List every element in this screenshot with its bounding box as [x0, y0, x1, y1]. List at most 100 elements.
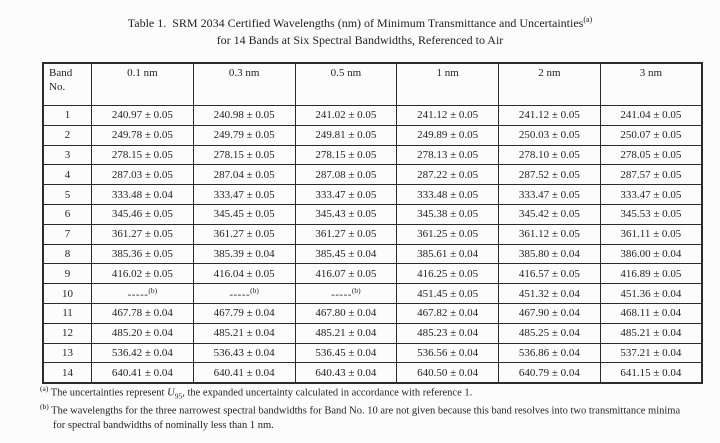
table-row: 11 467.78 ± 0.04 467.79 ± 0.04 467.80 ± 0.0… — [42, 302, 703, 324]
table-row: 5 333.48 ± 0.04 333.47 ± 0.05 333.47 ± 0.05… — [42, 184, 703, 205]
wavelength-value-cell: 345.42 ± 0.05 — [498, 203, 601, 225]
wavelength-value-cell: 467.80 ± 0.04 — [294, 302, 398, 324]
band-number-cell: 4 — [42, 164, 92, 186]
wavelength-value-cell: 485.21 ± 0.04 — [599, 322, 703, 344]
table-row: 8 385.36 ± 0.05 385.39 ± 0.04 385.45 ± 0.04… — [42, 243, 703, 265]
wavelength-value-cell: 385.39 ± 0.04 — [192, 243, 296, 265]
wavelength-value-cell: 640.50 ± 0.04 — [396, 362, 499, 384]
wavelength-value-cell: 640.41 ± 0.04 — [192, 362, 296, 384]
band-number-cell: 5 — [42, 184, 92, 205]
wavelength-value-cell: 640.79 ± 0.04 — [498, 362, 601, 384]
missing-value-cell: -----(b) — [192, 283, 296, 304]
band-number-cell: 12 — [42, 322, 92, 344]
wavelength-value-cell: 287.22 ± 0.05 — [396, 164, 499, 186]
wavelength-value-cell: 385.45 ± 0.04 — [294, 243, 398, 265]
band-number-cell: 9 — [42, 263, 92, 285]
footnote-a-text-end: , the expanded uncertainty calculated in… — [182, 387, 473, 399]
wavelength-value-cell: 345.43 ± 0.05 — [294, 203, 398, 225]
footnote-a-text: The uncertainties represent — [48, 387, 168, 399]
band-number-cell: 1 — [42, 105, 92, 126]
wavelength-value-cell: 361.11 ± 0.05 — [599, 223, 703, 245]
wavelength-value-cell: 468.11 ± 0.04 — [599, 302, 703, 324]
wavelength-value-cell: 386.00 ± 0.04 — [599, 243, 703, 265]
wavelength-value-cell: 536.42 ± 0.04 — [91, 342, 194, 364]
table-title-text: Table 1. SRM 2034 Certified Wavelengths … — [127, 16, 584, 30]
bandwidth-header-cell: 0.5 nm — [294, 62, 398, 106]
band-number-cell: 3 — [42, 144, 92, 166]
wavelength-value-cell: 241.12 ± 0.05 — [396, 105, 499, 126]
wavelength-table: Band No. 0.1 nm 0.3 nm 0.5 nm 1 nm 2 nm 3 nm 1 24… — [42, 62, 703, 385]
wavelength-value-cell: 287.08 ± 0.05 — [294, 164, 398, 186]
wavelength-value-cell: 361.27 ± 0.05 — [91, 223, 194, 245]
wavelength-value-cell: 361.27 ± 0.05 — [294, 223, 398, 245]
wavelength-value-cell: 278.13 ± 0.05 — [396, 144, 499, 166]
wavelength-value-cell: 451.36 ± 0.04 — [599, 283, 703, 304]
band-number-cell: 10 — [42, 283, 92, 304]
band-number-header-cell: Band No. — [42, 62, 92, 106]
footnote-b-reference: (b) — [351, 286, 361, 296]
table-row: 1 240.97 ± 0.05 240.98 ± 0.05 241.02 ± 0.05… — [42, 105, 703, 126]
wavelength-value-cell: 385.36 ± 0.05 — [91, 243, 194, 265]
band-number-cell: 14 — [42, 362, 92, 384]
band-number-cell: 13 — [42, 342, 92, 364]
wavelength-value-cell: 278.15 ± 0.05 — [294, 144, 398, 166]
wavelength-value-cell: 416.89 ± 0.05 — [599, 263, 703, 285]
wavelength-value-cell: 345.46 ± 0.05 — [91, 203, 194, 225]
wavelength-value-cell: 333.48 ± 0.05 — [396, 184, 499, 205]
wavelength-value-cell: 249.81 ± 0.05 — [294, 124, 398, 146]
footnote-b-text: The wavelengths for the three narrowest … — [48, 405, 681, 431]
wavelength-value-cell: 241.12 ± 0.05 — [498, 105, 601, 126]
wavelength-value-cell: 640.41 ± 0.04 — [91, 362, 194, 384]
wavelength-value-cell: 278.15 ± 0.05 — [192, 144, 296, 166]
footnote-a-subscript: 95 — [174, 391, 183, 401]
wavelength-value-cell: 333.48 ± 0.04 — [91, 184, 194, 205]
bandwidth-header-cell: 1 nm — [396, 62, 499, 106]
wavelength-value-cell: 451.45 ± 0.05 — [396, 283, 499, 304]
wavelength-value-cell: 536.43 ± 0.04 — [192, 342, 296, 364]
wavelength-value-cell: 287.03 ± 0.05 — [91, 164, 194, 186]
wavelength-value-cell: 416.25 ± 0.05 — [396, 263, 499, 285]
bandwidth-header-cell: 0.1 nm — [91, 62, 194, 106]
table-row: 6 345.46 ± 0.05 345.45 ± 0.05 345.43 ± 0.05… — [42, 203, 703, 225]
wavelength-value-cell: 485.25 ± 0.04 — [498, 322, 601, 344]
wavelength-value-cell: 287.52 ± 0.05 — [498, 164, 601, 186]
wavelength-value-cell: 240.97 ± 0.05 — [91, 105, 194, 126]
table-row: 9 416.02 ± 0.05 416.04 ± 0.05 416.07 ± 0.05… — [42, 263, 703, 285]
table-row: 13 536.42 ± 0.04 536.43 ± 0.04 536.45 ± 0.0… — [42, 342, 703, 364]
wavelength-value-cell: 361.27 ± 0.05 — [192, 223, 296, 245]
wavelength-value-cell: 536.56 ± 0.04 — [396, 342, 499, 364]
band-number-cell: 2 — [42, 124, 92, 146]
wavelength-value-cell: 333.47 ± 0.05 — [294, 184, 398, 205]
wavelength-value-cell: 250.07 ± 0.05 — [599, 124, 703, 146]
wavelength-value-cell: 278.05 ± 0.05 — [599, 144, 703, 166]
footnote-b: (b) The wavelengths for the three narrow… — [40, 402, 692, 433]
table-row: 14 640.41 ± 0.04 640.41 ± 0.04 640.43 ± 0.0… — [42, 362, 703, 384]
table-title-line-2: for 14 Bands at Six Spectral Bandwidths,… — [216, 32, 504, 47]
wavelength-value-cell: 361.12 ± 0.05 — [498, 223, 601, 245]
wavelength-value-cell: 467.82 ± 0.04 — [396, 302, 499, 324]
bandwidth-header-cell: 2 nm — [498, 62, 601, 106]
footnote-a-reference: (a) — [583, 15, 593, 24]
wavelength-value-cell: 485.21 ± 0.04 — [294, 322, 398, 344]
wavelength-value-cell: 416.02 ± 0.05 — [91, 263, 194, 285]
wavelength-value-cell: 485.21 ± 0.04 — [192, 322, 296, 344]
wavelength-value-cell: 361.25 ± 0.05 — [396, 223, 499, 245]
footnote-b-reference: (b) — [250, 286, 259, 296]
wavelength-value-cell: 345.53 ± 0.05 — [599, 203, 703, 225]
table-title-line-1: Table 1. SRM 2034 Certified Wavelengths … — [0, 14, 720, 32]
wavelength-value-cell: 345.45 ± 0.05 — [192, 203, 296, 225]
table-title: Table 1. SRM 2034 Certified Wavelengths … — [0, 14, 720, 49]
wavelength-value-cell: 641.15 ± 0.04 — [599, 362, 703, 384]
wavelength-value-cell: 416.07 ± 0.05 — [294, 263, 398, 285]
wavelength-value-cell: 249.79 ± 0.05 — [192, 124, 296, 146]
wavelength-value-cell: 467.78 ± 0.04 — [91, 302, 194, 324]
wavelength-value-cell: 287.04 ± 0.05 — [192, 164, 296, 186]
wavelength-value-cell: 333.47 ± 0.05 — [498, 184, 601, 205]
missing-value-cell: -----(b) — [91, 283, 194, 304]
wavelength-value-cell: 250.03 ± 0.05 — [498, 124, 601, 146]
wavelength-value-cell: 536.86 ± 0.04 — [498, 342, 601, 364]
wavelength-value-cell: 240.98 ± 0.05 — [192, 105, 296, 126]
wavelength-value-cell: 416.57 ± 0.05 — [498, 263, 601, 285]
wavelength-value-cell: 333.47 ± 0.05 — [599, 184, 703, 205]
wavelength-value-cell: 416.04 ± 0.05 — [192, 263, 296, 285]
